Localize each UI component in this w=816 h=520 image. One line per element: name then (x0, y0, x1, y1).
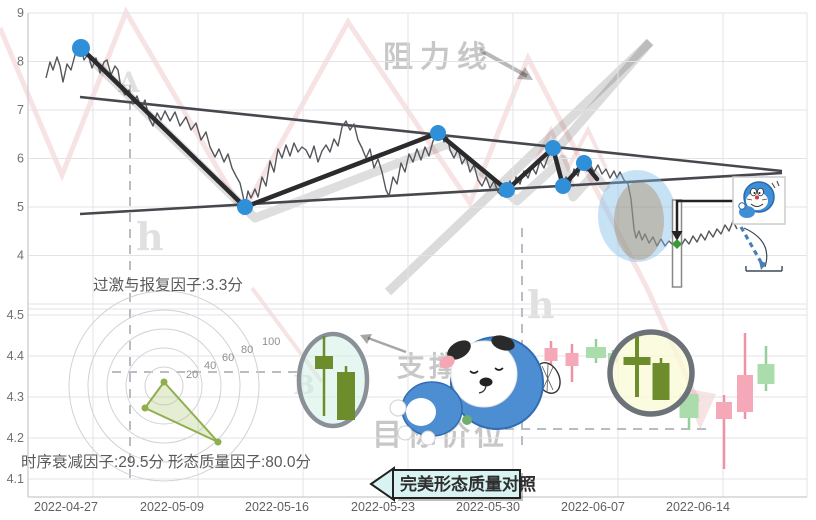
elbow-connector-line (675, 199, 734, 231)
axis-labels-layer: 9 8 7 6 5 4 4.5 4.4 4.3 4.2 4.1 2022-04-27 2022-05-0… (7, 6, 730, 514)
perfect-pattern-circle-left (296, 331, 370, 429)
x-axis-date-label: 2022-06-07 (561, 500, 625, 514)
drop-highlight-ellipse (598, 170, 676, 262)
radar-chart: 20 40 60 80 100 (68, 290, 280, 482)
overreact-factor-label: 过激与报复因子:3.3分 (93, 276, 243, 294)
x-axis-date-label: 2022-05-23 (351, 500, 415, 514)
radar-polygon (144, 381, 219, 443)
x-axis-date-label: 2022-06-14 (666, 500, 730, 514)
y-axis-tick-bottom: 4.3 (7, 390, 24, 404)
callout-label: 完美形态质量对照 (400, 474, 536, 494)
y-axis-tick-top: 8 (17, 55, 24, 69)
radar-scale-label: 40 (204, 360, 216, 372)
watermark-letter-h1: h (136, 214, 164, 259)
pivot-point-marker[interactable] (576, 155, 592, 171)
candle-body (737, 375, 753, 412)
target-annotation (671, 199, 734, 288)
candle-body (337, 372, 355, 420)
candle-body (565, 353, 579, 366)
callout-arrow-icon (369, 466, 395, 502)
radar-scale-label: 100 (262, 336, 280, 348)
y-axis-tick-bottom: 4.2 (7, 431, 24, 445)
y-axis-tick-bottom: 4.5 (7, 308, 24, 322)
radar-scale-label: 60 (222, 352, 234, 364)
candle-body (716, 402, 732, 419)
decay-factor-label: 时序衰减因子:29.5分 (21, 453, 164, 471)
trend-line (79, 171, 783, 216)
pivot-point-marker[interactable] (237, 199, 253, 215)
drop-highlight-inner-ellipse (614, 182, 664, 260)
radar-scale-label: 80 (241, 344, 253, 356)
resistance-line-watermark: 阻力线 (383, 41, 494, 74)
doraemon-mascot-icon (738, 180, 780, 218)
entry-diamond-marker (672, 239, 682, 249)
x-axis-date-label: 2022-05-30 (456, 500, 520, 514)
candle-body (544, 348, 558, 361)
y-axis-tick-bottom: 4.4 (7, 349, 24, 363)
x-axis-date-label: 2022-05-09 (140, 500, 204, 514)
pivot-point-marker[interactable] (72, 39, 90, 57)
y-axis-tick-top: 5 (17, 200, 24, 214)
quality-factor-label: 形态质量因子:80.0分 (168, 453, 311, 471)
pivot-point-marker[interactable] (499, 182, 515, 198)
fall-plumb-annotation (739, 226, 783, 272)
candle-body (652, 363, 670, 400)
candle-body (586, 347, 606, 358)
y-axis-tick-top: 6 (17, 152, 24, 166)
pattern-highlight-circles (296, 329, 695, 429)
pivot-point-marker[interactable] (555, 178, 571, 194)
price-series-layer (45, 39, 783, 247)
radar-scale-label: 20 (186, 369, 198, 381)
candle-body (757, 364, 775, 384)
y-axis-tick-bottom: 4.1 (7, 472, 24, 486)
pivot-point-marker[interactable] (545, 140, 561, 156)
x-axis-date-label: 2022-05-16 (245, 500, 309, 514)
fall-arc (743, 227, 768, 268)
floor-line (745, 266, 783, 272)
watermark-layer (0, 6, 716, 430)
callout-box (392, 469, 521, 499)
y-axis-tick-top: 9 (17, 6, 24, 20)
y-axis-tick-top: 4 (17, 249, 24, 263)
x-axis-date-label: 2022-04-27 (34, 500, 98, 514)
mascot-sticker-box[interactable] (732, 176, 786, 225)
candle-body (315, 356, 333, 369)
candle-doji-bar (623, 357, 651, 365)
fall-dashed-line (739, 226, 764, 265)
fall-arrowhead-icon (759, 261, 767, 270)
pivot-point-marker[interactable] (430, 125, 446, 141)
down-arrowhead-icon (671, 231, 683, 241)
y-axis-tick-top: 7 (17, 103, 24, 117)
price-line (45, 47, 738, 247)
perfect-pattern-circle-right (607, 329, 695, 417)
dog-mascot-icon[interactable] (389, 333, 565, 446)
perfect-pattern-callout[interactable]: 完美形态质量对照 (369, 466, 536, 502)
